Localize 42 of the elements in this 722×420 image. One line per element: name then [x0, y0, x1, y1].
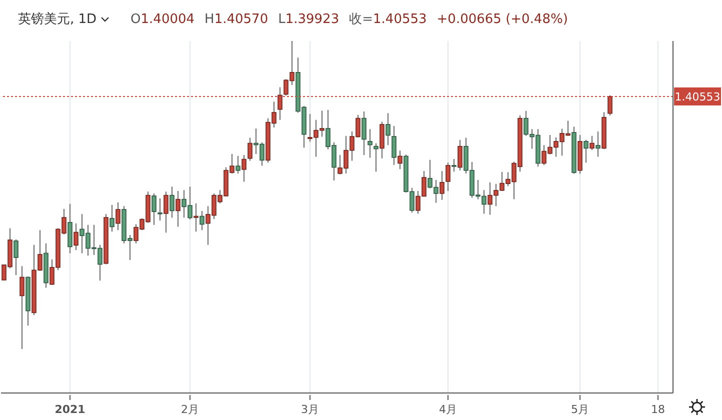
x-tick-label: 2月 — [181, 403, 199, 416]
x-tick-label: 3月 — [301, 403, 319, 416]
candlestick — [590, 135, 594, 151]
candlestick — [170, 186, 174, 218]
candlestick — [236, 155, 240, 174]
candlestick — [386, 112, 390, 146]
candlestick — [14, 238, 18, 276]
candlestick — [374, 142, 378, 172]
candlestick — [398, 150, 402, 170]
candlestick — [242, 154, 246, 182]
text: 1.40553 — [674, 90, 720, 104]
candlestick — [596, 131, 600, 158]
candlestick — [248, 137, 252, 162]
x-tick-label: 4月 — [439, 403, 457, 416]
candlestick — [158, 198, 162, 222]
candlestick — [110, 204, 114, 232]
candlestick — [176, 190, 180, 228]
candlestick — [392, 126, 396, 166]
candlestick — [458, 139, 462, 171]
candlestick — [20, 266, 24, 350]
candlestick — [200, 210, 204, 231]
text: H1.40570 — [204, 12, 268, 26]
x-tick-label: 2021 — [54, 403, 86, 416]
candlestick — [164, 191, 168, 234]
candlestick — [74, 222, 78, 251]
candlestick — [584, 139, 588, 164]
candlestick — [368, 128, 372, 158]
text: L1.39923 — [278, 12, 340, 26]
candlestick — [362, 111, 366, 156]
text: +0.00665 (+0.48%) — [436, 12, 568, 26]
x-tick-label: 18 — [651, 403, 665, 416]
candlestick — [152, 192, 156, 226]
candlestick — [446, 162, 450, 192]
x-tick-label: 5月 — [571, 403, 589, 416]
candlestick — [194, 202, 198, 232]
candlestick — [452, 158, 456, 172]
candlestick — [380, 121, 384, 159]
candlestick — [116, 202, 120, 231]
chart-title: 英镑美元, 1D — [18, 11, 97, 28]
candlestick — [440, 170, 444, 200]
text: O1.40004 — [130, 12, 195, 26]
text: 收=1.40553 — [349, 12, 427, 27]
